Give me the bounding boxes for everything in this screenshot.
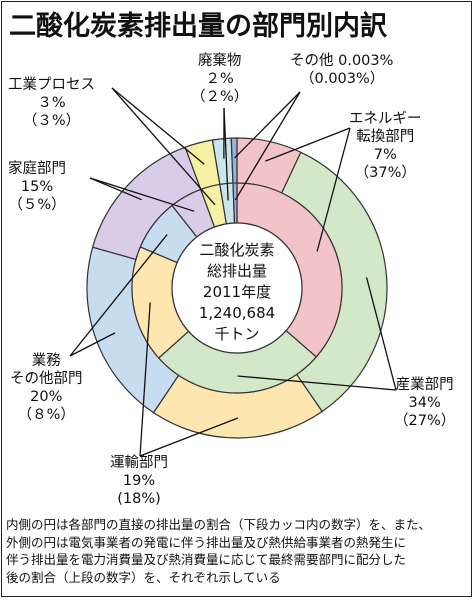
leader-commercial-outer [69, 332, 116, 357]
label-energy-inner: （37%） [354, 165, 416, 181]
label-industry-outer: 34% [408, 395, 441, 411]
label-industrial-process-outer: ３% [37, 95, 66, 111]
center-line-2: 総排出量 [206, 262, 267, 280]
label-other: その他 0.003% （0.003%） [290, 52, 393, 88]
label-transport-outer: 19% [122, 473, 156, 489]
leader-industry-outer [365, 277, 397, 391]
center-label: 二酸化炭素 総排出量 2011年度 1,240,684 千トン [187, 240, 287, 345]
footnote-line-3: 伴う排出量を電力消費量及び熱消費量に応じて最終需要部門に配分した [6, 552, 407, 567]
leader-lines [69, 87, 397, 457]
label-commercial-name-1: 業務 [31, 353, 61, 369]
label-other-name: その他 [290, 53, 334, 69]
leader-commercial-inner [69, 234, 168, 357]
label-other-outer: 0.003% [338, 53, 394, 69]
label-commercial-name-2: その他部門 [10, 371, 83, 387]
label-transport: 運輸部門 19% (18%) [110, 454, 168, 508]
footnote-line-1: 内側の円は各部門の直接の排出量の割合（下段カッコ内の数字）を、また、 [6, 517, 432, 532]
label-waste: 廃棄物 ２% （２%） [191, 52, 248, 106]
leader-other-outer [234, 91, 301, 159]
label-household-name: 家庭部門 [8, 161, 66, 177]
leader-other-inner [234, 91, 301, 201]
label-industrial-process-name: 工業プロセス [8, 77, 95, 93]
footnote-line-4: 後の割合（上段の数字）を、それぞれ示している [6, 569, 281, 585]
label-industry-inner: （27%） [394, 413, 456, 429]
center-line-3: 2011年度 [202, 283, 272, 301]
label-household: 家庭部門 15% （５%） [8, 160, 66, 214]
label-transport-name: 運輸部門 [110, 455, 168, 471]
label-energy-name-1: エネルギー [349, 111, 422, 127]
leader-household-outer [89, 177, 142, 201]
leader-industry-inner [237, 375, 397, 391]
center-line-5: 千トン [214, 325, 260, 343]
label-commercial-outer: 20% [30, 389, 63, 405]
center-line-1: 二酸化炭素 [199, 241, 275, 259]
label-household-inner: （５%） [8, 197, 66, 213]
leader-waste-inner [223, 107, 229, 201]
label-other-inner: （0.003%） [300, 71, 385, 87]
label-waste-outer: ２% [205, 71, 234, 87]
label-industrial-process: 工業プロセス ３% （３%） [8, 76, 95, 130]
center-line-4: 1,240,684 [198, 304, 276, 322]
center-hole [171, 222, 303, 354]
label-waste-inner: （２%） [191, 89, 249, 105]
label-other-line-1: その他 0.003% [290, 52, 393, 70]
label-household-outer: 15% [20, 179, 54, 195]
leader-transport-inner [139, 302, 151, 457]
leader-household-inner [89, 177, 195, 212]
label-waste-name: 廃棄物 [197, 53, 242, 69]
label-industry-name: 産業部門 [395, 377, 454, 393]
label-energy-name-2: 転換部門 [356, 129, 415, 145]
label-industry: 産業部門 34% （27%） [394, 376, 455, 430]
leader-energy-outer [265, 127, 351, 162]
label-commercial-inner: （８%） [17, 407, 75, 423]
label-transport-inner: (18%) [117, 491, 161, 507]
label-energy-outer: 7% [373, 147, 397, 163]
leader-industrial-process-outer [111, 87, 205, 165]
label-commercial: 業務 その他部門 20% （８%） [10, 352, 83, 424]
footnote: 内側の円は各部門の直接の排出量の割合（下段カッコ内の数字）を、また、 外側の円は… [6, 516, 431, 586]
footnote-line-2: 外側の円は電気事業者の発電に伴う排出量及び熱供給事業者の熱発生に [6, 534, 407, 550]
leader-energy-inner [316, 127, 351, 252]
leader-industrial-process-inner [111, 87, 216, 206]
label-industrial-process-inner: （３%） [22, 113, 81, 129]
leader-transport-outer [139, 417, 239, 457]
chart-title: 二酸化炭素排出量の部門別内訳 [9, 11, 387, 42]
label-energy: エネルギー 転換部門 7% （37%） [349, 110, 422, 182]
